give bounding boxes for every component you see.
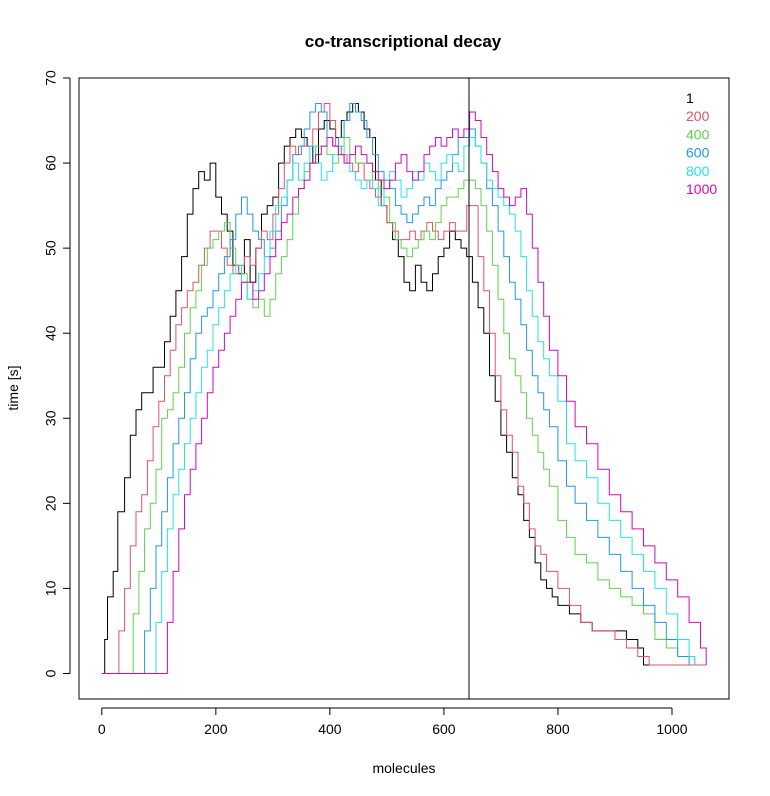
chart-title: co-transcriptional decay (305, 32, 502, 51)
legend-entry-1: 1 (686, 90, 694, 106)
y-tick-label: 40 (43, 325, 59, 341)
y-axis-label: time [s] (5, 365, 21, 410)
x-tick-label: 600 (432, 721, 456, 737)
x-axis-label: molecules (372, 760, 435, 776)
series-line-600 (101, 103, 690, 674)
plot-frame (78, 77, 730, 700)
y-tick-label: 10 (43, 580, 59, 596)
legend-entry-200: 200 (686, 108, 710, 124)
legend-entry-400: 400 (686, 126, 710, 142)
x-tick-label: 200 (204, 721, 228, 737)
y-tick-label: 20 (43, 495, 59, 511)
x-tick-label: 1000 (656, 721, 687, 737)
y-tick-label: 0 (43, 669, 59, 677)
series-line-1000 (101, 111, 707, 674)
series-line-400 (101, 137, 696, 674)
series-layer (101, 103, 707, 674)
y-tick-label: 70 (43, 70, 59, 86)
legend-entry-800: 800 (686, 163, 710, 179)
x-tick-label: 0 (98, 721, 106, 737)
legend-entry-1000: 1000 (686, 181, 717, 197)
series-line-1 (101, 103, 695, 674)
y-tick-label: 30 (43, 410, 59, 426)
y-tick-label: 50 (43, 240, 59, 256)
x-axis: 0 200 400 600 800 1000 (98, 707, 688, 737)
y-axis: 0 10 20 30 40 50 60 70 (43, 70, 71, 677)
legend-entry-600: 600 (686, 145, 710, 161)
x-tick-label: 800 (546, 721, 570, 737)
series-line-800 (101, 137, 696, 674)
legend: 1 200 400 600 800 1000 (686, 90, 717, 197)
y-tick-label: 60 (43, 155, 59, 171)
x-tick-label: 400 (318, 721, 342, 737)
